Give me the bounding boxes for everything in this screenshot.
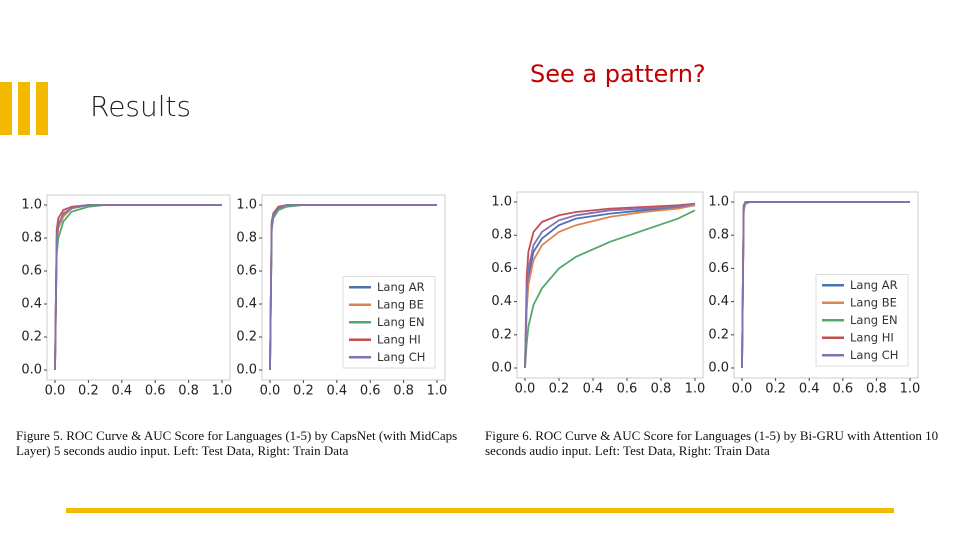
y-tick-label: 0.6 — [21, 264, 42, 279]
y-tick-label: 0.4 — [491, 294, 512, 309]
roc-line — [269, 204, 437, 371]
y-tick-label: 0.4 — [236, 297, 257, 312]
y-tick-label: 0.2 — [708, 327, 729, 342]
y-tick-label: 0.4 — [21, 297, 42, 312]
x-tick-label: 0.8 — [178, 384, 199, 399]
legend-label: Lang CH — [377, 350, 425, 364]
plot-frame — [261, 194, 446, 381]
roc-line — [524, 204, 696, 369]
roc-line — [54, 204, 222, 371]
bottom-rule — [66, 508, 894, 513]
roc-line — [54, 204, 222, 371]
y-tick-label: 0.8 — [21, 231, 42, 246]
plot-frame — [516, 191, 704, 379]
plot-frame — [733, 191, 919, 379]
slide-title: Results — [90, 90, 192, 123]
x-tick-label: 0.2 — [765, 382, 786, 397]
legend-label: Lang AR — [850, 278, 898, 292]
roc-line — [524, 209, 696, 369]
y-tick-label: 0.8 — [708, 228, 729, 243]
x-tick-label: 0.6 — [145, 384, 166, 399]
legend-label: Lang BE — [377, 297, 424, 311]
roc-line — [54, 204, 222, 371]
y-tick-label: 0.0 — [236, 363, 257, 378]
y-tick-label: 0.2 — [491, 327, 512, 342]
x-tick-label: 0.0 — [732, 382, 753, 397]
x-tick-label: 0.6 — [832, 382, 853, 397]
x-tick-label: 0.2 — [78, 384, 99, 399]
roc-line — [524, 202, 696, 369]
legend-label: Lang EN — [377, 315, 425, 329]
y-tick-label: 0.0 — [708, 361, 729, 376]
x-tick-label: 0.4 — [111, 384, 132, 399]
x-tick-label: 0.2 — [549, 382, 570, 397]
y-tick-label: 0.2 — [21, 330, 42, 345]
y-tick-label: 0.4 — [708, 294, 729, 309]
y-tick-label: 1.0 — [491, 195, 512, 210]
x-tick-label: 1.0 — [685, 382, 706, 397]
legend-label: Lang BE — [850, 295, 897, 309]
y-tick-label: 0.0 — [21, 363, 42, 378]
x-tick-label: 0.0 — [45, 384, 66, 399]
x-tick-label: 0.6 — [617, 382, 638, 397]
roc-line — [54, 204, 222, 371]
legend-label: Lang AR — [377, 280, 425, 294]
roc-line — [741, 201, 910, 369]
y-tick-label: 0.6 — [236, 264, 257, 279]
x-tick-label: 0.4 — [326, 384, 347, 399]
y-tick-label: 0.6 — [491, 261, 512, 276]
x-tick-label: 0.4 — [799, 382, 820, 397]
x-tick-label: 1.0 — [900, 382, 921, 397]
roc-line — [524, 202, 696, 369]
y-tick-label: 1.0 — [708, 195, 729, 210]
x-tick-label: 0.8 — [866, 382, 887, 397]
legend-label: Lang HI — [850, 330, 894, 344]
y-tick-label: 0.8 — [236, 231, 257, 246]
roc-line — [54, 204, 222, 371]
x-tick-label: 0.6 — [360, 384, 381, 399]
x-tick-label: 0.4 — [583, 382, 604, 397]
y-tick-label: 0.0 — [491, 361, 512, 376]
caption: Figure 6. ROC Curve & AUC Score for Lang… — [485, 428, 939, 458]
y-tick-label: 1.0 — [21, 198, 42, 213]
accent-bar — [36, 82, 48, 135]
roc-line — [524, 204, 696, 369]
y-tick-label: 0.8 — [491, 228, 512, 243]
accent-bar — [18, 82, 30, 135]
y-tick-label: 0.2 — [236, 330, 257, 345]
plot-frame — [46, 194, 231, 381]
x-tick-label: 0.0 — [260, 384, 281, 399]
x-tick-label: 0.8 — [651, 382, 672, 397]
x-tick-label: 0.8 — [393, 384, 414, 399]
legend-label: Lang EN — [850, 313, 898, 327]
accent-bar — [0, 82, 12, 135]
y-tick-label: 1.0 — [236, 198, 257, 213]
x-tick-label: 1.0 — [212, 384, 233, 399]
x-tick-label: 0.0 — [515, 382, 536, 397]
legend-label: Lang CH — [850, 348, 898, 362]
x-tick-label: 1.0 — [427, 384, 448, 399]
slide-subtitle: See a pattern? — [530, 60, 706, 88]
caption: Figure 5. ROC Curve & AUC Score for Lang… — [16, 428, 458, 458]
legend-label: Lang HI — [377, 332, 421, 346]
y-tick-label: 0.6 — [708, 261, 729, 276]
x-tick-label: 0.2 — [293, 384, 314, 399]
